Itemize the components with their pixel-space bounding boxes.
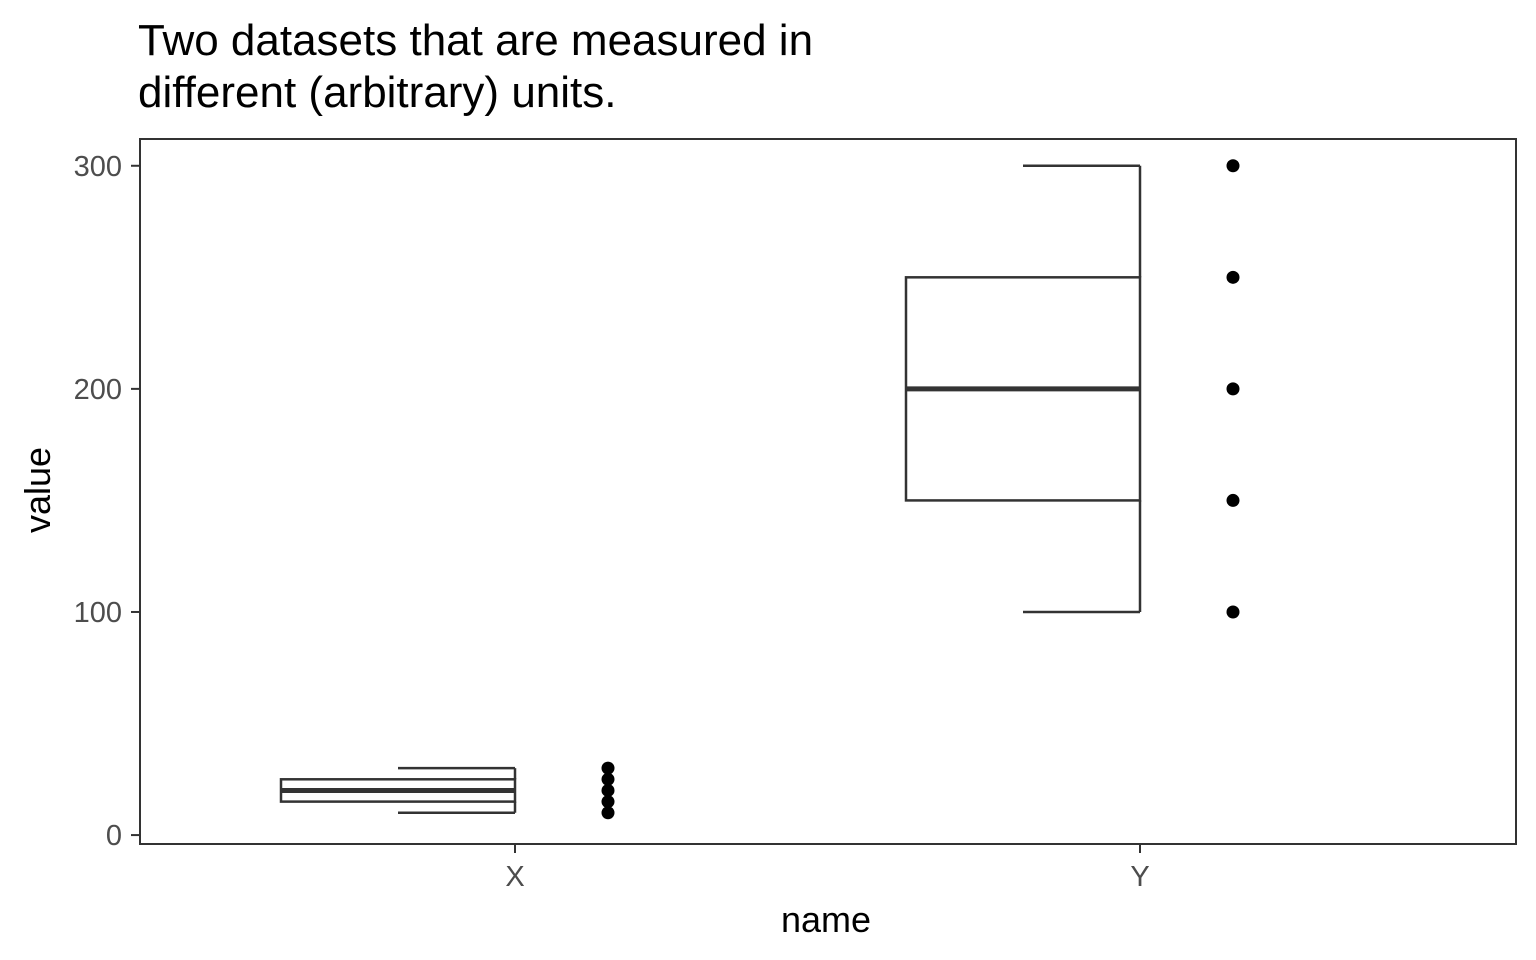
x-tick-label: Y xyxy=(1130,861,1149,893)
data-point xyxy=(601,772,615,786)
y-tick-label: 300 xyxy=(74,151,122,183)
y-tick-label: 100 xyxy=(74,597,122,629)
y-axis-title: value xyxy=(17,447,58,533)
data-point xyxy=(1226,493,1240,507)
data-point xyxy=(601,806,615,820)
chart-title-line-1: Two datasets that are measured in xyxy=(138,16,813,65)
data-point xyxy=(601,783,615,797)
box-group-y xyxy=(904,159,1240,619)
box-group-x xyxy=(279,761,615,820)
x-tick-label: X xyxy=(505,861,524,893)
data-point xyxy=(1226,605,1240,619)
x-axis-title: name xyxy=(781,899,871,940)
y-tick-label: 0 xyxy=(106,820,122,852)
data-point xyxy=(1226,159,1240,173)
data-point xyxy=(601,761,615,775)
data-point xyxy=(1226,382,1240,396)
chart-marks xyxy=(279,159,1240,820)
plot-panel xyxy=(139,138,1517,845)
y-axis: 0 100 200 300 xyxy=(74,151,140,852)
data-point xyxy=(601,795,615,809)
chart-title-line-2: different (arbitrary) units. xyxy=(138,68,616,117)
y-tick-label: 200 xyxy=(74,374,122,406)
data-point xyxy=(1226,270,1240,284)
